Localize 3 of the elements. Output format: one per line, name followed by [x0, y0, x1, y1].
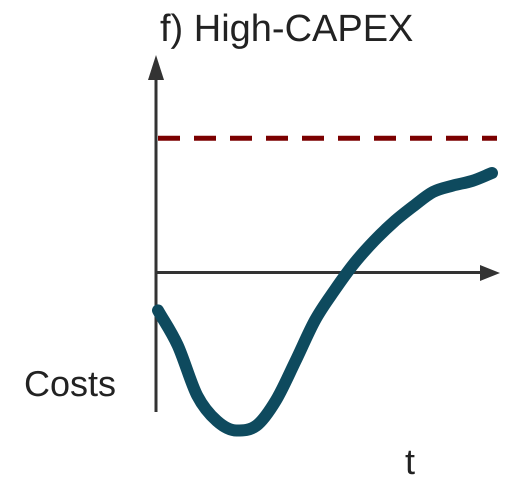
x-axis-title: t	[405, 441, 416, 478]
chart-title: f) High-CAPEX	[160, 8, 414, 50]
y-axis-title: Costs	[24, 363, 116, 404]
